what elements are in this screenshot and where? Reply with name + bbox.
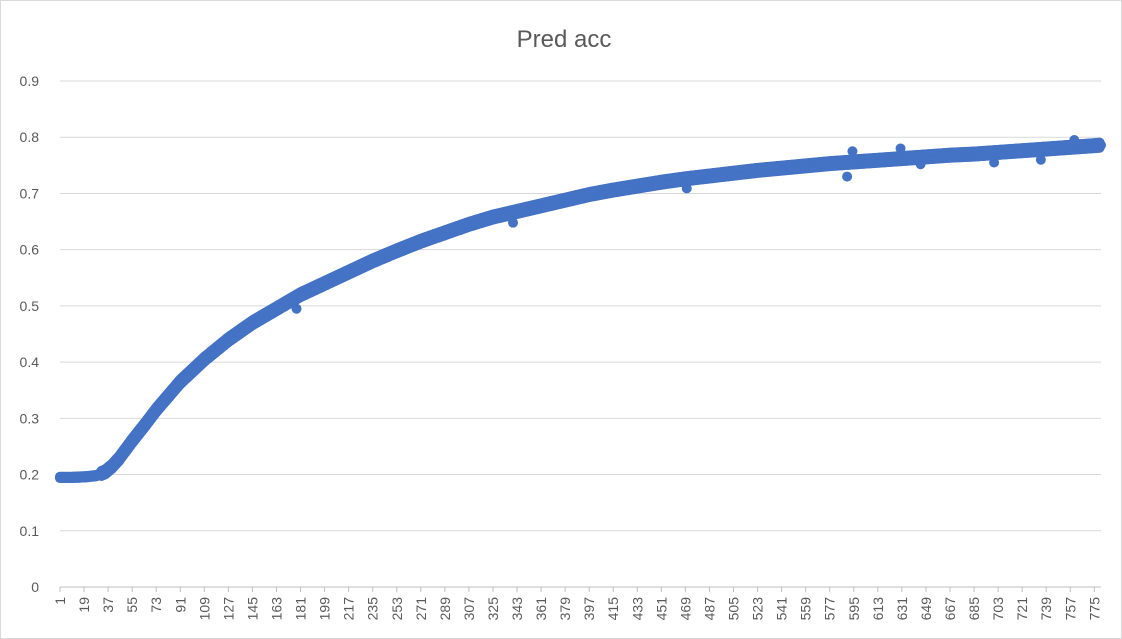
x-tick-label: 145 xyxy=(244,597,260,621)
x-tick-label: 541 xyxy=(774,597,790,621)
y-tick-label: 0.6 xyxy=(20,242,40,258)
x-tick-label: 757 xyxy=(1062,597,1078,621)
data-point xyxy=(1096,140,1106,151)
x-tick-label: 127 xyxy=(220,597,236,621)
y-tick-label: 0.1 xyxy=(20,523,40,539)
data-point xyxy=(681,183,692,194)
y-tick-label: 0.3 xyxy=(20,410,40,426)
x-tick-label: 37 xyxy=(100,597,116,613)
data-point xyxy=(915,159,926,170)
y-axis-tick-labels: 0 0.1 0.2 0.3 0.4 0.5 0.6 0.7 0.8 0.9 xyxy=(20,73,40,595)
x-tick-label: 721 xyxy=(1014,597,1030,621)
x-tick-label: 379 xyxy=(557,597,573,621)
x-tick-label: 289 xyxy=(437,597,453,621)
x-tick-label: 685 xyxy=(966,597,982,621)
y-tick-label: 0.4 xyxy=(20,354,40,370)
x-tick-label: 163 xyxy=(268,597,284,621)
y-tick-label: 0.5 xyxy=(20,298,40,314)
data-point xyxy=(895,143,906,154)
x-tick-label: 487 xyxy=(701,597,717,621)
x-tick-label: 55 xyxy=(124,597,140,613)
x-tick-label: 577 xyxy=(822,597,838,621)
x-tick-label: 73 xyxy=(148,597,164,613)
data-point xyxy=(291,303,302,314)
x-tick-label: 739 xyxy=(1038,597,1054,621)
x-tick-label: 235 xyxy=(365,597,381,621)
data-point xyxy=(1069,135,1080,146)
x-tick-label: 631 xyxy=(894,597,910,621)
data-point xyxy=(847,146,858,157)
data-points xyxy=(55,135,1106,484)
y-tick-label: 0.7 xyxy=(20,185,40,201)
x-tick-label: 613 xyxy=(870,597,886,621)
data-point xyxy=(989,157,1000,168)
x-tick-label: 361 xyxy=(533,597,549,621)
x-tick-label: 469 xyxy=(677,597,693,621)
y-tick-label: 0 xyxy=(31,579,39,595)
x-tick-label: 109 xyxy=(196,597,212,621)
x-tick-label: 19 xyxy=(76,597,92,613)
gridlines xyxy=(60,80,1101,532)
x-tick-label: 199 xyxy=(317,597,333,621)
x-tick-label: 649 xyxy=(918,597,934,621)
x-tick-label: 505 xyxy=(726,597,742,621)
x-tick-label: 181 xyxy=(293,597,309,621)
x-tick-label: 703 xyxy=(990,597,1006,621)
data-point xyxy=(1035,154,1046,165)
x-tick-label: 523 xyxy=(750,597,766,621)
x-tick-label: 397 xyxy=(581,597,597,621)
x-tick-label: 325 xyxy=(485,597,501,621)
x-tick-label: 595 xyxy=(846,597,862,621)
x-axis-tick-labels: 1 19 37 55 73 91 109 127 145 163 181 199 217 235 253 27… xyxy=(52,597,1102,621)
x-tick-label: 415 xyxy=(605,597,621,621)
x-axis xyxy=(59,586,1101,592)
y-tick-label: 0.8 xyxy=(20,129,40,145)
data-point xyxy=(508,217,519,228)
x-tick-label: 253 xyxy=(389,597,405,621)
x-tick-label: 343 xyxy=(509,597,525,621)
y-tick-label: 0.2 xyxy=(20,467,40,483)
x-tick-label: 91 xyxy=(172,597,188,613)
x-tick-label: 559 xyxy=(798,597,814,621)
chart-title: Pred acc xyxy=(517,26,612,53)
x-tick-label: 433 xyxy=(629,597,645,621)
x-tick-label: 775 xyxy=(1086,597,1102,621)
x-tick-label: 451 xyxy=(653,597,669,621)
x-tick-label: 667 xyxy=(942,597,958,621)
x-tick-label: 307 xyxy=(461,597,477,621)
data-point xyxy=(842,171,853,182)
x-tick-label: 271 xyxy=(413,597,429,621)
x-tick-label: 1 xyxy=(52,597,68,605)
y-tick-label: 0.9 xyxy=(20,73,40,89)
x-tick-label: 217 xyxy=(341,597,357,621)
